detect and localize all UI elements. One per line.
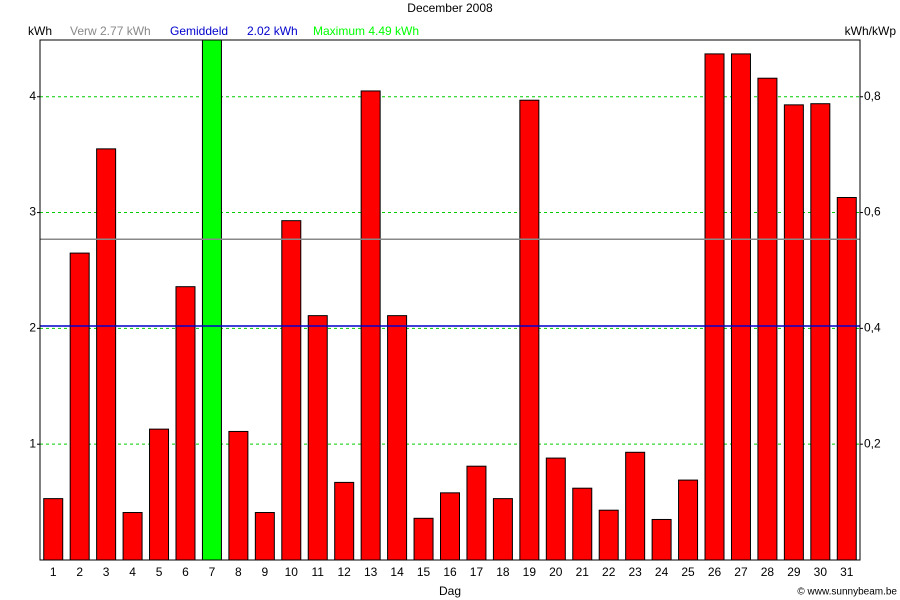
bar [175,286,196,561]
x-tick-label: 26 [708,565,722,579]
bar [387,315,408,561]
bar [96,148,117,561]
bar [149,428,170,561]
bar [307,315,328,561]
x-tick-label: 21 [576,565,590,579]
bar [440,492,460,561]
bar [704,53,725,561]
x-tick-label: 24 [655,565,669,579]
y2-tick-label: 0,4 [864,321,881,335]
x-tick-label: 28 [761,565,775,579]
x-axis-label: Dag [439,584,461,598]
x-tick-label: 22 [602,565,616,579]
x-tick-label: 17 [470,565,484,579]
x-tick-label: 12 [338,565,352,579]
bar [254,512,275,561]
bar [492,498,513,561]
bar [519,99,540,561]
bar [810,103,831,561]
y-axis-label: kWh [28,24,52,38]
x-tick-label: 27 [734,565,748,579]
x-tick-label: 23 [628,565,642,579]
legend-label: Verw 2.77 kWh [70,24,151,38]
credit: © www.sunnybeam.be [797,587,897,598]
bar [69,252,90,561]
x-tick-label: 18 [496,565,510,579]
bar [334,481,355,561]
bar [678,479,699,561]
x-tick-label: 19 [523,565,537,579]
x-tick-label: 8 [235,565,242,579]
x-tick-label: 9 [261,565,268,579]
bar [730,53,751,561]
x-tick-label: 14 [390,565,404,579]
x-tick-label: 10 [285,565,299,579]
bar [228,430,249,561]
legend-label: Maximum 4.49 kWh [313,24,419,38]
x-tick-label: 6 [182,565,189,579]
bar [466,465,487,561]
y2-axis-label: kWh/kWp [845,24,897,38]
x-tick-label: 30 [814,565,828,579]
y2-tick-label: 0,6 [864,205,881,219]
bar [783,104,804,561]
y2-tick-label: 0,2 [864,436,881,450]
legend-value: 2.02 kWh [247,24,298,38]
bar [757,77,778,561]
x-tick-label: 13 [364,565,378,579]
legend-label: Gemiddeld [170,24,228,38]
chart-title: December 2008 [407,1,493,15]
y-tick-label: 1 [29,436,36,450]
x-tick-label: 16 [443,565,457,579]
x-tick-label: 29 [787,565,801,579]
bar [281,220,302,561]
x-tick-label: 1 [50,565,57,579]
x-tick-label: 5 [156,565,163,579]
bar [43,498,64,561]
y-tick-label: 4 [29,89,36,103]
y-tick-label: 2 [29,321,36,335]
x-tick-label: 20 [549,565,563,579]
x-tick-label: 31 [840,565,854,579]
plot-frame [39,39,861,561]
bar [122,512,143,561]
bar [651,518,672,561]
y2-tick-label: 0,8 [864,89,881,103]
bar [413,517,434,561]
bar [545,457,566,561]
bar [572,487,593,561]
x-tick-label: 15 [417,565,431,579]
x-tick-label: 7 [209,565,216,579]
x-tick-label: 2 [76,565,83,579]
x-tick-label: 11 [312,565,325,579]
bar [836,197,857,561]
x-tick-label: 3 [103,565,110,579]
x-tick-label: 25 [681,565,695,579]
y-tick-label: 3 [29,205,36,219]
bar [625,451,646,561]
bar [201,39,222,561]
bar [598,509,619,561]
x-tick-label: 4 [129,565,136,579]
